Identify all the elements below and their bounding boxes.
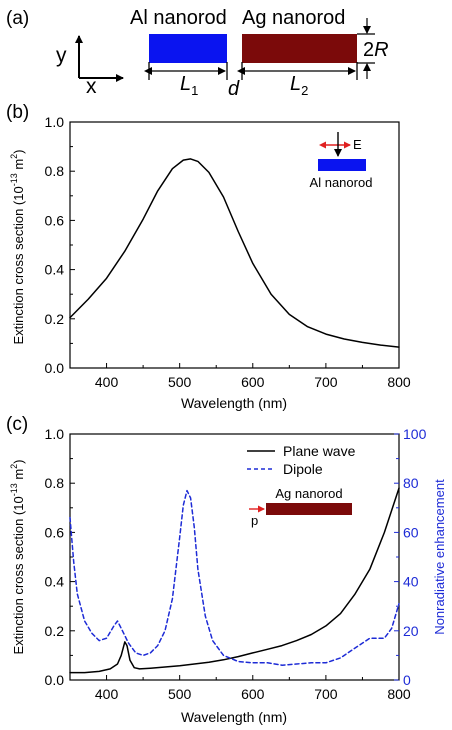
y2-tick-label: 20	[403, 623, 419, 639]
l2-label: L2	[290, 73, 308, 98]
panel-c-ylabel: Extinction cross section (10-13 m2)	[9, 459, 26, 654]
panel-c-y2-ticks: 0 20 40 60 80 100	[394, 426, 427, 688]
extinction-series-line	[69, 158, 400, 348]
panel-c-chart: (c) 0.0 0.2 0.4 0.6 0.8 1.0 0 20 40 60 80 100 400 5…	[6, 414, 447, 725]
y2-tick-label: 40	[403, 574, 419, 590]
ag-nanorod-rect	[242, 34, 357, 63]
panel-c-series	[69, 487, 400, 674]
panel-a-label: (a)	[6, 8, 29, 29]
x-tick-label: 800	[387, 374, 411, 390]
y-tick-label: 0.8	[45, 163, 65, 179]
x-tick-label: 700	[314, 686, 338, 702]
y2-tick-label: 0	[403, 672, 411, 688]
legend-dipole-label: Dipole	[283, 461, 323, 477]
x-tick-label: 400	[95, 686, 119, 702]
panel-b-y-ticks: 0.0 0.2 0.4 0.6 0.8 1.0	[45, 114, 75, 376]
y-tick-label: 0.8	[45, 475, 65, 491]
l1-label: L1	[180, 73, 198, 98]
panel-c-inset: Ag nanorod p	[249, 486, 352, 528]
inset-ag-label: Ag nanorod	[275, 486, 342, 501]
gap-d-label: d	[228, 78, 240, 100]
panel-c-legend: Plane wave Dipole	[247, 443, 356, 477]
ag-nanorod-label: Ag nanorod	[242, 7, 345, 29]
x-tick-label: 400	[95, 374, 119, 390]
panel-c-label: (c)	[6, 414, 28, 435]
y-tick-label: 0.0	[45, 672, 65, 688]
panel-c-y2label: Nonradiative enhancement	[432, 479, 447, 635]
y-tick-label: 0.2	[45, 311, 65, 327]
e-field-label: E	[353, 137, 362, 152]
y-tick-label: 1.0	[45, 426, 65, 442]
y2-tick-label: 80	[403, 475, 419, 491]
x-tick-label: 700	[314, 374, 338, 390]
panel-c-plot-frame	[69, 433, 400, 681]
inset-al-label: Al nanorod	[310, 175, 373, 190]
inset-al-rod	[318, 159, 366, 171]
dipole-series-line	[69, 489, 400, 666]
radius-label: 2R	[363, 39, 389, 61]
y2-tick-label: 100	[403, 426, 427, 442]
panel-b-xlabel: Wavelength (nm)	[181, 395, 287, 411]
y-tick-label: 0.6	[45, 524, 65, 540]
y-tick-label: 0.0	[45, 360, 65, 376]
x-tick-label: 500	[168, 686, 192, 702]
al-nanorod-label: Al nanorod	[130, 7, 227, 29]
x-tick-label: 500	[168, 374, 192, 390]
panel-b-label: (b)	[6, 102, 29, 123]
y-axis-letter: y	[56, 44, 67, 67]
panel-b-inset: E Al nanorod	[310, 132, 373, 190]
x-tick-label: 600	[241, 374, 265, 390]
x-tick-label: 800	[387, 686, 411, 702]
y-tick-label: 1.0	[45, 114, 65, 130]
plane-wave-series-line	[69, 487, 400, 674]
y-tick-label: 0.6	[45, 212, 65, 228]
inset-ag-rod	[266, 503, 352, 515]
panel-c-y-ticks: 0.0 0.2 0.4 0.6 0.8 1.0	[45, 426, 75, 688]
x-axis-letter: x	[86, 75, 97, 98]
y-tick-label: 0.2	[45, 623, 65, 639]
y-tick-label: 0.4	[45, 574, 65, 590]
panel-a-schematic: (a) y x Al nanorod Ag nanorod L1 L2 d 2R	[6, 7, 389, 100]
x-tick-label: 600	[241, 686, 265, 702]
legend-plane-wave-label: Plane wave	[283, 443, 356, 459]
panel-c-xlabel: Wavelength (nm)	[181, 709, 287, 725]
panel-b-ylabel: Extinction cross section (10-13 m2)	[9, 149, 26, 344]
y-tick-label: 0.4	[45, 262, 65, 278]
panel-c-x-ticks: 400 500 600 700 800	[69, 675, 411, 702]
panel-b-plot-frame	[69, 121, 400, 369]
panel-b-series	[69, 158, 400, 348]
al-nanorod-rect	[149, 34, 227, 63]
panel-b-chart: (b) 0.0 0.2 0.4 0.6 0.8 1.0 400 500 600 700 800 W…	[6, 102, 411, 411]
dipole-label: p	[251, 513, 258, 528]
panel-b-x-ticks: 400 500 600 700 800	[69, 363, 411, 390]
y2-tick-label: 60	[403, 524, 419, 540]
